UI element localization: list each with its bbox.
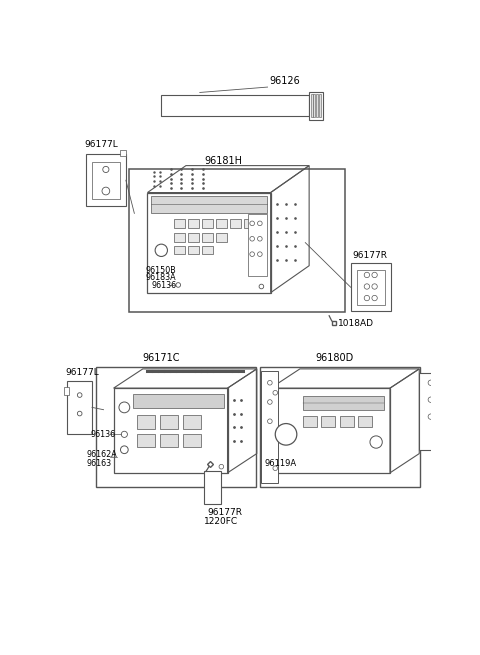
Text: 96181H: 96181H <box>204 156 242 166</box>
Bar <box>151 196 267 214</box>
Circle shape <box>273 390 277 395</box>
Text: 96150B: 96150B <box>146 266 177 274</box>
Bar <box>303 416 317 426</box>
Circle shape <box>370 436 382 448</box>
Circle shape <box>372 272 377 278</box>
Circle shape <box>102 187 110 195</box>
Text: 96163: 96163 <box>86 459 112 468</box>
Circle shape <box>364 272 370 278</box>
Circle shape <box>77 411 82 416</box>
Text: 96162A: 96162A <box>86 450 117 458</box>
Bar <box>319 94 321 117</box>
Circle shape <box>258 252 262 257</box>
Text: 96119A: 96119A <box>264 459 297 468</box>
Bar <box>322 416 336 426</box>
Circle shape <box>77 393 82 398</box>
Bar <box>183 434 201 447</box>
Circle shape <box>267 419 272 424</box>
Bar <box>174 219 185 228</box>
Bar <box>129 170 345 312</box>
Bar <box>174 233 185 242</box>
Text: 96171C: 96171C <box>143 353 180 363</box>
Bar <box>188 246 199 254</box>
Text: 96126: 96126 <box>269 76 300 86</box>
Text: 96180D: 96180D <box>315 353 354 363</box>
Text: 96177L: 96177L <box>84 140 118 149</box>
Bar <box>188 233 199 242</box>
Circle shape <box>258 236 262 241</box>
Bar <box>160 434 178 447</box>
Circle shape <box>267 381 272 385</box>
Circle shape <box>428 397 433 402</box>
Text: 96183A: 96183A <box>146 273 177 282</box>
Circle shape <box>155 244 168 257</box>
Bar <box>357 270 384 305</box>
Circle shape <box>103 166 109 172</box>
Circle shape <box>428 380 433 385</box>
Circle shape <box>275 424 297 445</box>
Circle shape <box>428 414 433 419</box>
Bar <box>260 367 420 487</box>
Text: 96177R: 96177R <box>207 508 242 517</box>
Text: 96136: 96136 <box>151 281 177 290</box>
Bar <box>133 394 224 408</box>
Bar <box>161 95 309 117</box>
Circle shape <box>250 236 254 241</box>
Text: 96177R: 96177R <box>352 252 387 260</box>
Circle shape <box>219 464 224 469</box>
Bar <box>271 388 390 473</box>
Bar <box>202 246 213 254</box>
Bar <box>311 94 312 117</box>
Bar <box>309 92 323 120</box>
Bar <box>120 150 126 157</box>
Circle shape <box>364 284 370 290</box>
Bar <box>419 373 443 450</box>
Text: 1220FC: 1220FC <box>204 517 238 527</box>
Circle shape <box>176 283 180 288</box>
Bar <box>313 94 315 117</box>
Circle shape <box>259 284 264 289</box>
Circle shape <box>121 431 127 438</box>
Text: 1018AD: 1018AD <box>338 319 374 328</box>
Bar <box>262 371 278 483</box>
Circle shape <box>267 400 272 404</box>
Bar <box>137 415 155 429</box>
Bar <box>359 416 372 426</box>
Circle shape <box>372 284 377 290</box>
Bar <box>114 388 228 473</box>
Bar <box>230 219 240 228</box>
Circle shape <box>372 295 377 301</box>
Bar <box>67 381 92 434</box>
Bar <box>303 396 384 409</box>
Bar <box>183 415 201 429</box>
Bar <box>96 367 256 487</box>
Bar <box>248 214 267 276</box>
Text: 96136: 96136 <box>90 430 116 440</box>
Bar <box>202 219 213 228</box>
Bar <box>244 219 254 228</box>
Text: 96177L: 96177L <box>65 368 99 377</box>
Bar <box>316 94 318 117</box>
Bar <box>216 233 227 242</box>
Bar <box>188 219 199 228</box>
Bar <box>92 162 120 198</box>
Circle shape <box>273 466 277 470</box>
Bar <box>160 415 178 429</box>
Bar <box>147 193 271 293</box>
Circle shape <box>120 446 128 454</box>
Circle shape <box>250 221 254 226</box>
Bar <box>137 434 155 447</box>
Bar <box>216 219 227 228</box>
Bar <box>174 246 185 254</box>
Circle shape <box>258 221 262 226</box>
Bar <box>351 263 391 311</box>
Bar <box>204 472 221 504</box>
Bar <box>340 416 354 426</box>
Bar <box>202 233 213 242</box>
Circle shape <box>119 402 130 413</box>
Circle shape <box>250 252 254 257</box>
Bar <box>64 387 69 395</box>
Bar <box>86 154 126 206</box>
Circle shape <box>364 295 370 301</box>
